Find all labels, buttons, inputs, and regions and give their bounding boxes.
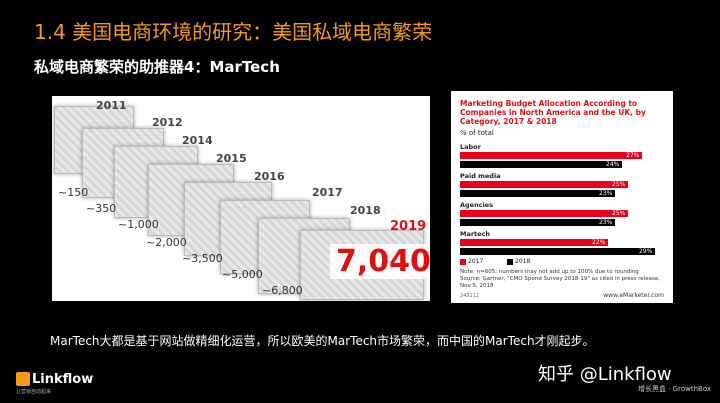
legend-item-2017: 2017 [460, 258, 483, 265]
linkflow-logo: Linkflow 让营销自动起来 [16, 368, 93, 395]
chart-note-text: Note: n=605; numbers may not add up to 1… [460, 269, 639, 275]
bar-2018 [460, 161, 622, 168]
year-label-highlight: 2019 [390, 219, 427, 234]
count-label: ~350 [86, 202, 117, 215]
bar-value-label: 25% [612, 181, 626, 188]
count-label: ~5,000 [222, 268, 263, 281]
count-label: ~2,000 [146, 236, 187, 249]
bar-2018 [460, 219, 615, 226]
bar-2018 [460, 190, 615, 197]
linkflow-logo-icon [16, 371, 30, 386]
martech-landscape-collage: 2011 2012 2014 2015 2016 2017 2018 2019 … [52, 96, 430, 301]
bar-2017 [460, 210, 628, 217]
slide-title: 1.4 美国电商环境的研究：美国私域电商繁荣 [34, 20, 433, 44]
year-label: 2015 [216, 152, 247, 165]
chart-source-text: Source: Gartner, "CMO Spend Survey 2018-… [460, 276, 660, 289]
bar-value-label: 27% [626, 152, 640, 159]
legend-item-2018: 2018 [507, 258, 530, 265]
chart-note: Note: n=605; numbers may not add up to 1… [460, 269, 666, 290]
bar-value-label: 25% [612, 210, 626, 217]
legend-label: 2017 [468, 258, 484, 265]
category-label: Paid media [460, 172, 501, 180]
year-label: 2014 [182, 134, 213, 147]
big-count: 7,040 [330, 244, 430, 279]
category-label: Labor [460, 143, 481, 151]
bar-value-label: 23% [599, 219, 613, 226]
category-label: Martech [460, 230, 491, 238]
category-label: Agencies [460, 201, 494, 209]
logo-name: Linkflow [32, 372, 94, 387]
count-label: ~1,000 [118, 218, 159, 231]
bar-value-label: 29% [639, 248, 653, 255]
logo-tagline: 让营销自动起来 [16, 389, 52, 395]
bar-2017 [460, 181, 628, 188]
bar-2018 [460, 248, 655, 255]
legend-swatch [507, 258, 513, 265]
bar-2017 [460, 239, 608, 246]
bar-value-label: 23% [599, 190, 613, 197]
bar-value-label: 24% [606, 161, 620, 168]
bar-value-label: 22% [592, 239, 606, 246]
year-label: 2017 [312, 186, 343, 199]
year-label: 2012 [152, 116, 183, 129]
count-label: ~6,800 [262, 284, 303, 297]
zhihu-watermark: 知乎 @Linkflow [538, 364, 672, 385]
emarketer-brand: www.eMarketer.com [603, 292, 664, 299]
year-label: 2016 [254, 170, 285, 183]
chart-subtitle: % of total [460, 129, 494, 137]
legend-swatch [460, 258, 466, 265]
chart-footer-id: 245112 [460, 293, 480, 299]
bar-2017 [460, 152, 642, 159]
growthbox-watermark: 增长黑盒 · GrowthBox [638, 385, 712, 393]
budget-allocation-chart: Marketing Budget Allocation According to… [451, 91, 673, 303]
count-label: ~3,500 [182, 252, 223, 265]
year-label: 2018 [350, 204, 381, 217]
slide-subtitle: 私域电商繁荣的助推器4：MarTech [34, 58, 280, 76]
chart-title: Marketing Budget Allocation According to… [460, 99, 646, 126]
count-label: ~150 [58, 186, 89, 199]
slide-caption: MarTech大都是基于网站做精细化运营，所以欧美的MarTech市场繁荣，而中… [50, 334, 595, 348]
legend-label: 2018 [515, 258, 531, 265]
year-label: 2011 [96, 99, 127, 112]
